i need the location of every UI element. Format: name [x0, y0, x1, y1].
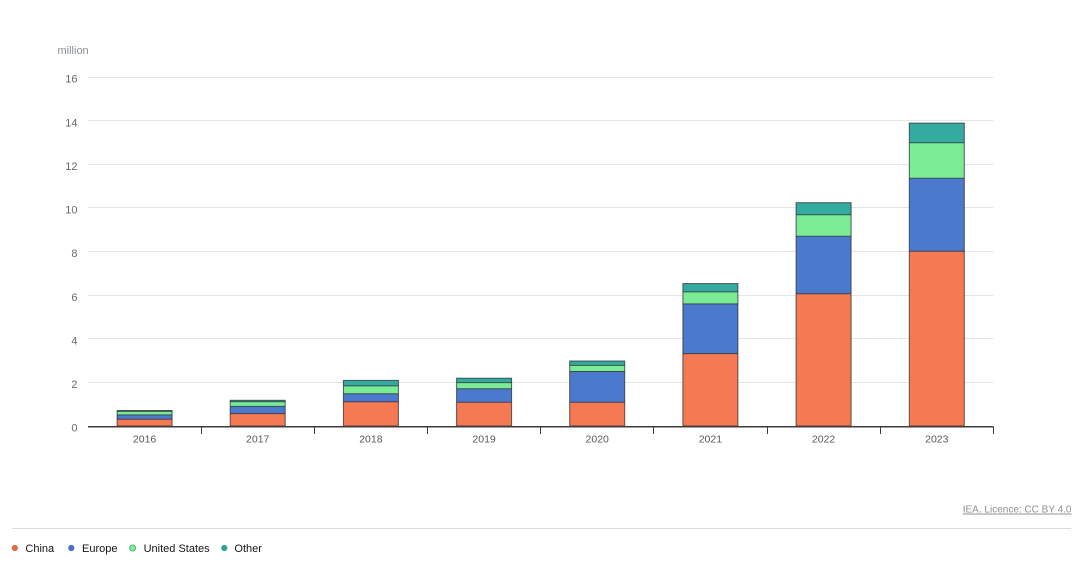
svg-text:2021: 2021 [699, 434, 723, 446]
svg-text:2022: 2022 [812, 434, 836, 446]
svg-text:2023: 2023 [925, 434, 949, 446]
svg-text:2018: 2018 [359, 434, 383, 446]
svg-text:Europe: Europe [82, 543, 117, 555]
svg-text:million: million [58, 45, 89, 57]
svg-text:10: 10 [65, 205, 77, 217]
svg-text:Other: Other [234, 543, 262, 555]
svg-text:2016: 2016 [133, 434, 157, 446]
svg-text:2017: 2017 [246, 434, 270, 446]
svg-text:United States: United States [144, 543, 211, 555]
svg-text:12: 12 [65, 161, 77, 173]
svg-text:16: 16 [65, 74, 77, 86]
svg-text:China: China [25, 543, 55, 555]
svg-text:4: 4 [71, 335, 77, 347]
svg-text:8: 8 [71, 248, 77, 260]
svg-text:2: 2 [71, 379, 77, 391]
svg-text:IEA. Licence: CC BY 4.0: IEA. Licence: CC BY 4.0 [963, 505, 1072, 516]
svg-text:2019: 2019 [472, 434, 496, 446]
svg-text:6: 6 [71, 292, 77, 304]
svg-text:14: 14 [65, 117, 77, 129]
svg-text:0: 0 [71, 423, 77, 435]
svg-text:2020: 2020 [586, 434, 610, 446]
